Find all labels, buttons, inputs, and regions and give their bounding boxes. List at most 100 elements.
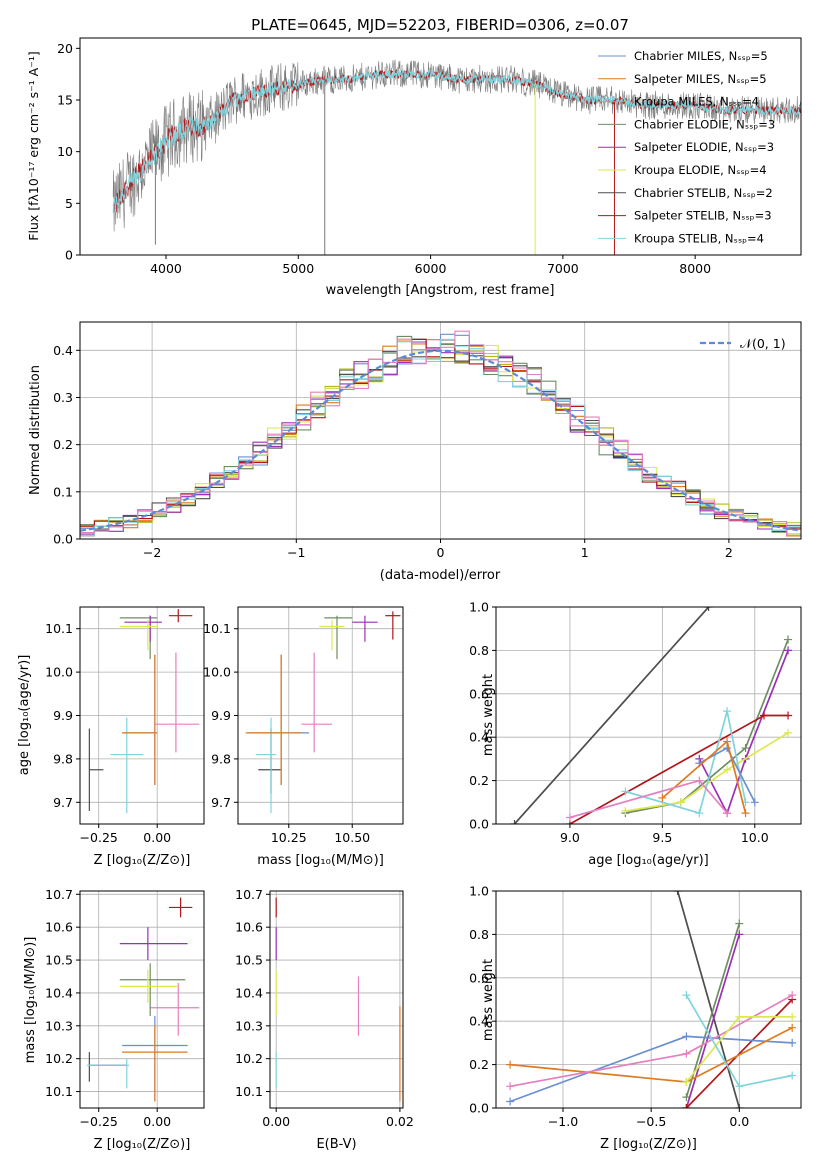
y-tick-label: 5 — [65, 196, 73, 211]
age-vs-mass-panel: 10.25 10.50 9.7 9.8 9.9 10.0 10.1 mass [log₁₀(M… — [203, 606, 404, 868]
x-tick-label: −0.5 — [636, 1114, 666, 1129]
errorbar-point — [255, 717, 277, 814]
errorbar-point — [154, 652, 200, 753]
x-tick-label: 0 — [437, 545, 445, 560]
y-tick-label: 20 — [57, 41, 73, 56]
y-tick-label: 10.4 — [45, 985, 73, 1000]
weight-vs-Z-panel: −1.0 −0.5 0.0 0.0 0.2 0.4 0.6 0.8 1.0 Z [log₁₀(Z/… — [469, 884, 802, 1152]
y-tick-label: 0.2 — [53, 437, 73, 452]
x-tick-label: 0.0 — [729, 1114, 749, 1129]
errorbar-point — [119, 963, 186, 1016]
y-tick-label: 9.9 — [53, 708, 73, 723]
y-tick-label: 10.1 — [235, 1084, 263, 1099]
plot-area — [88, 609, 200, 814]
y-tick-label: 10.5 — [235, 953, 263, 968]
kroupa-stelib-model-line — [112, 68, 802, 213]
errorbar-point — [319, 620, 345, 651]
weight-marker — [510, 820, 519, 824]
weight-marker — [735, 930, 744, 939]
y-tick-label: 9.7 — [211, 795, 231, 810]
errorbar-point — [385, 611, 401, 640]
y-tick-label: 0.0 — [469, 1101, 489, 1116]
y-axis-label: mass weight — [481, 674, 496, 756]
spectrum-title: PLATE=0645, MJD=52203, FIBERID=0306, z=0… — [251, 16, 629, 34]
errorbar-point — [88, 728, 104, 811]
spectrum-xlabel: wavelength [Angstrom, rest frame] — [326, 283, 555, 298]
errorbar-point — [88, 1052, 127, 1082]
y-tick-label: 10.3 — [235, 1018, 263, 1033]
x-tick-label: −1 — [287, 545, 305, 560]
y-tick-label: 10.2 — [45, 1051, 73, 1066]
x-tick-label: 10.0 — [741, 830, 769, 845]
plot-area — [510, 607, 793, 824]
weight-marker — [735, 1012, 744, 1021]
y-tick-label: 0.4 — [53, 343, 73, 358]
weight-marker — [735, 919, 744, 928]
errorbar-point — [168, 609, 193, 623]
weight-series-line — [625, 639, 789, 814]
legend-label: Salpeter STELIB, Nₛₛₚ=3 — [634, 209, 772, 223]
weight-marker — [673, 891, 682, 895]
y-tick-label: 10.1 — [45, 621, 73, 636]
y-tick-label: 10.0 — [203, 665, 231, 680]
weight-marker — [788, 1012, 797, 1021]
residuals-plot-area — [79, 330, 802, 537]
x-tick-label: 0.02 — [386, 1114, 414, 1129]
y-tick-label: 0.4 — [469, 730, 489, 745]
legend-label: Chabrier MILES, Nₛₛₚ=5 — [634, 49, 768, 63]
x-tick-label: 10.25 — [271, 830, 307, 845]
residuals-x-ticks: −2 −1 0 1 2 — [143, 539, 733, 560]
y-axis-label: mass [log₁₀(M/M⊙)] — [23, 937, 38, 1064]
spectrum-legend: Chabrier MILES, Nₛₛₚ=5 Salpeter MILES, Nₛ… — [598, 49, 775, 245]
weight-marker — [723, 765, 732, 774]
legend-label: Chabrier ELODIE, Nₛₛₚ=3 — [634, 117, 775, 131]
weight-marker — [784, 646, 793, 655]
y-tick-label: 0.1 — [53, 484, 73, 499]
errorbar-point — [301, 652, 332, 753]
x-tick-label: 7000 — [547, 261, 579, 276]
x-tick-label: 4000 — [150, 261, 182, 276]
y-tick-label: 0.8 — [469, 927, 489, 942]
plot-area — [506, 891, 797, 1108]
age-vs-Z-panel: −0.25 0.00 9.7 9.8 9.9 10.0 10.1 Z [log₁₀(Z/Z⊙)… — [17, 606, 205, 868]
errorbar-point — [352, 615, 378, 642]
plot-area — [87, 897, 200, 1102]
weight-marker — [735, 1082, 744, 1091]
errorbar-point — [119, 927, 188, 961]
y-tick-label: 1.0 — [469, 884, 489, 899]
weight-series-line — [685, 923, 741, 1098]
plot-area — [275, 897, 401, 1102]
weight-marker — [695, 809, 704, 818]
legend-label: Salpeter MILES, Nₛₛₚ=5 — [634, 72, 767, 86]
y-tick-label: 0.2 — [469, 773, 489, 788]
weight-marker — [704, 607, 713, 611]
weight-series-line — [513, 607, 710, 824]
y-tick-label: 9.8 — [211, 751, 231, 766]
x-tick-label: −2 — [143, 545, 161, 560]
y-tick-label: 10 — [57, 144, 73, 159]
errorbar-point — [87, 1058, 130, 1089]
x-tick-label: 0.00 — [143, 1114, 171, 1129]
x-tick-label: 1 — [581, 545, 589, 560]
spectrum-x-ticks: 4000 5000 6000 7000 8000 — [150, 255, 711, 276]
y-axis-label: mass weight — [481, 959, 496, 1041]
y-axis-label: age [log₁₀(age/yr)] — [17, 655, 32, 776]
weight-marker — [682, 1049, 691, 1058]
x-axis-label: age [log₁₀(age/yr)] — [588, 853, 709, 868]
x-tick-label: 2 — [725, 545, 733, 560]
spectrum-ylabel: Flux [fλ10⁻¹⁷ erg cm⁻² s⁻¹ A⁻¹] — [26, 51, 41, 240]
legend-label: Salpeter ELODIE, Nₛₛₚ=3 — [634, 140, 774, 154]
weight-marker — [506, 1097, 515, 1106]
x-tick-label: 0.00 — [262, 1114, 290, 1129]
y-tick-label: 10.6 — [235, 920, 263, 935]
y-tick-label: 10.1 — [45, 1084, 73, 1099]
normal-reference-curve — [79, 349, 802, 532]
x-tick-label: 0.00 — [143, 830, 171, 845]
x-tick-label: −0.25 — [80, 830, 118, 845]
x-axis-label: Z [log₁₀(Z/Z⊙)] — [94, 1137, 191, 1152]
y-tick-label: 10.1 — [203, 621, 231, 636]
plot-area — [245, 611, 401, 814]
weight-series-line — [661, 739, 747, 814]
errorbar-point — [245, 654, 302, 785]
weight-marker — [621, 787, 630, 796]
